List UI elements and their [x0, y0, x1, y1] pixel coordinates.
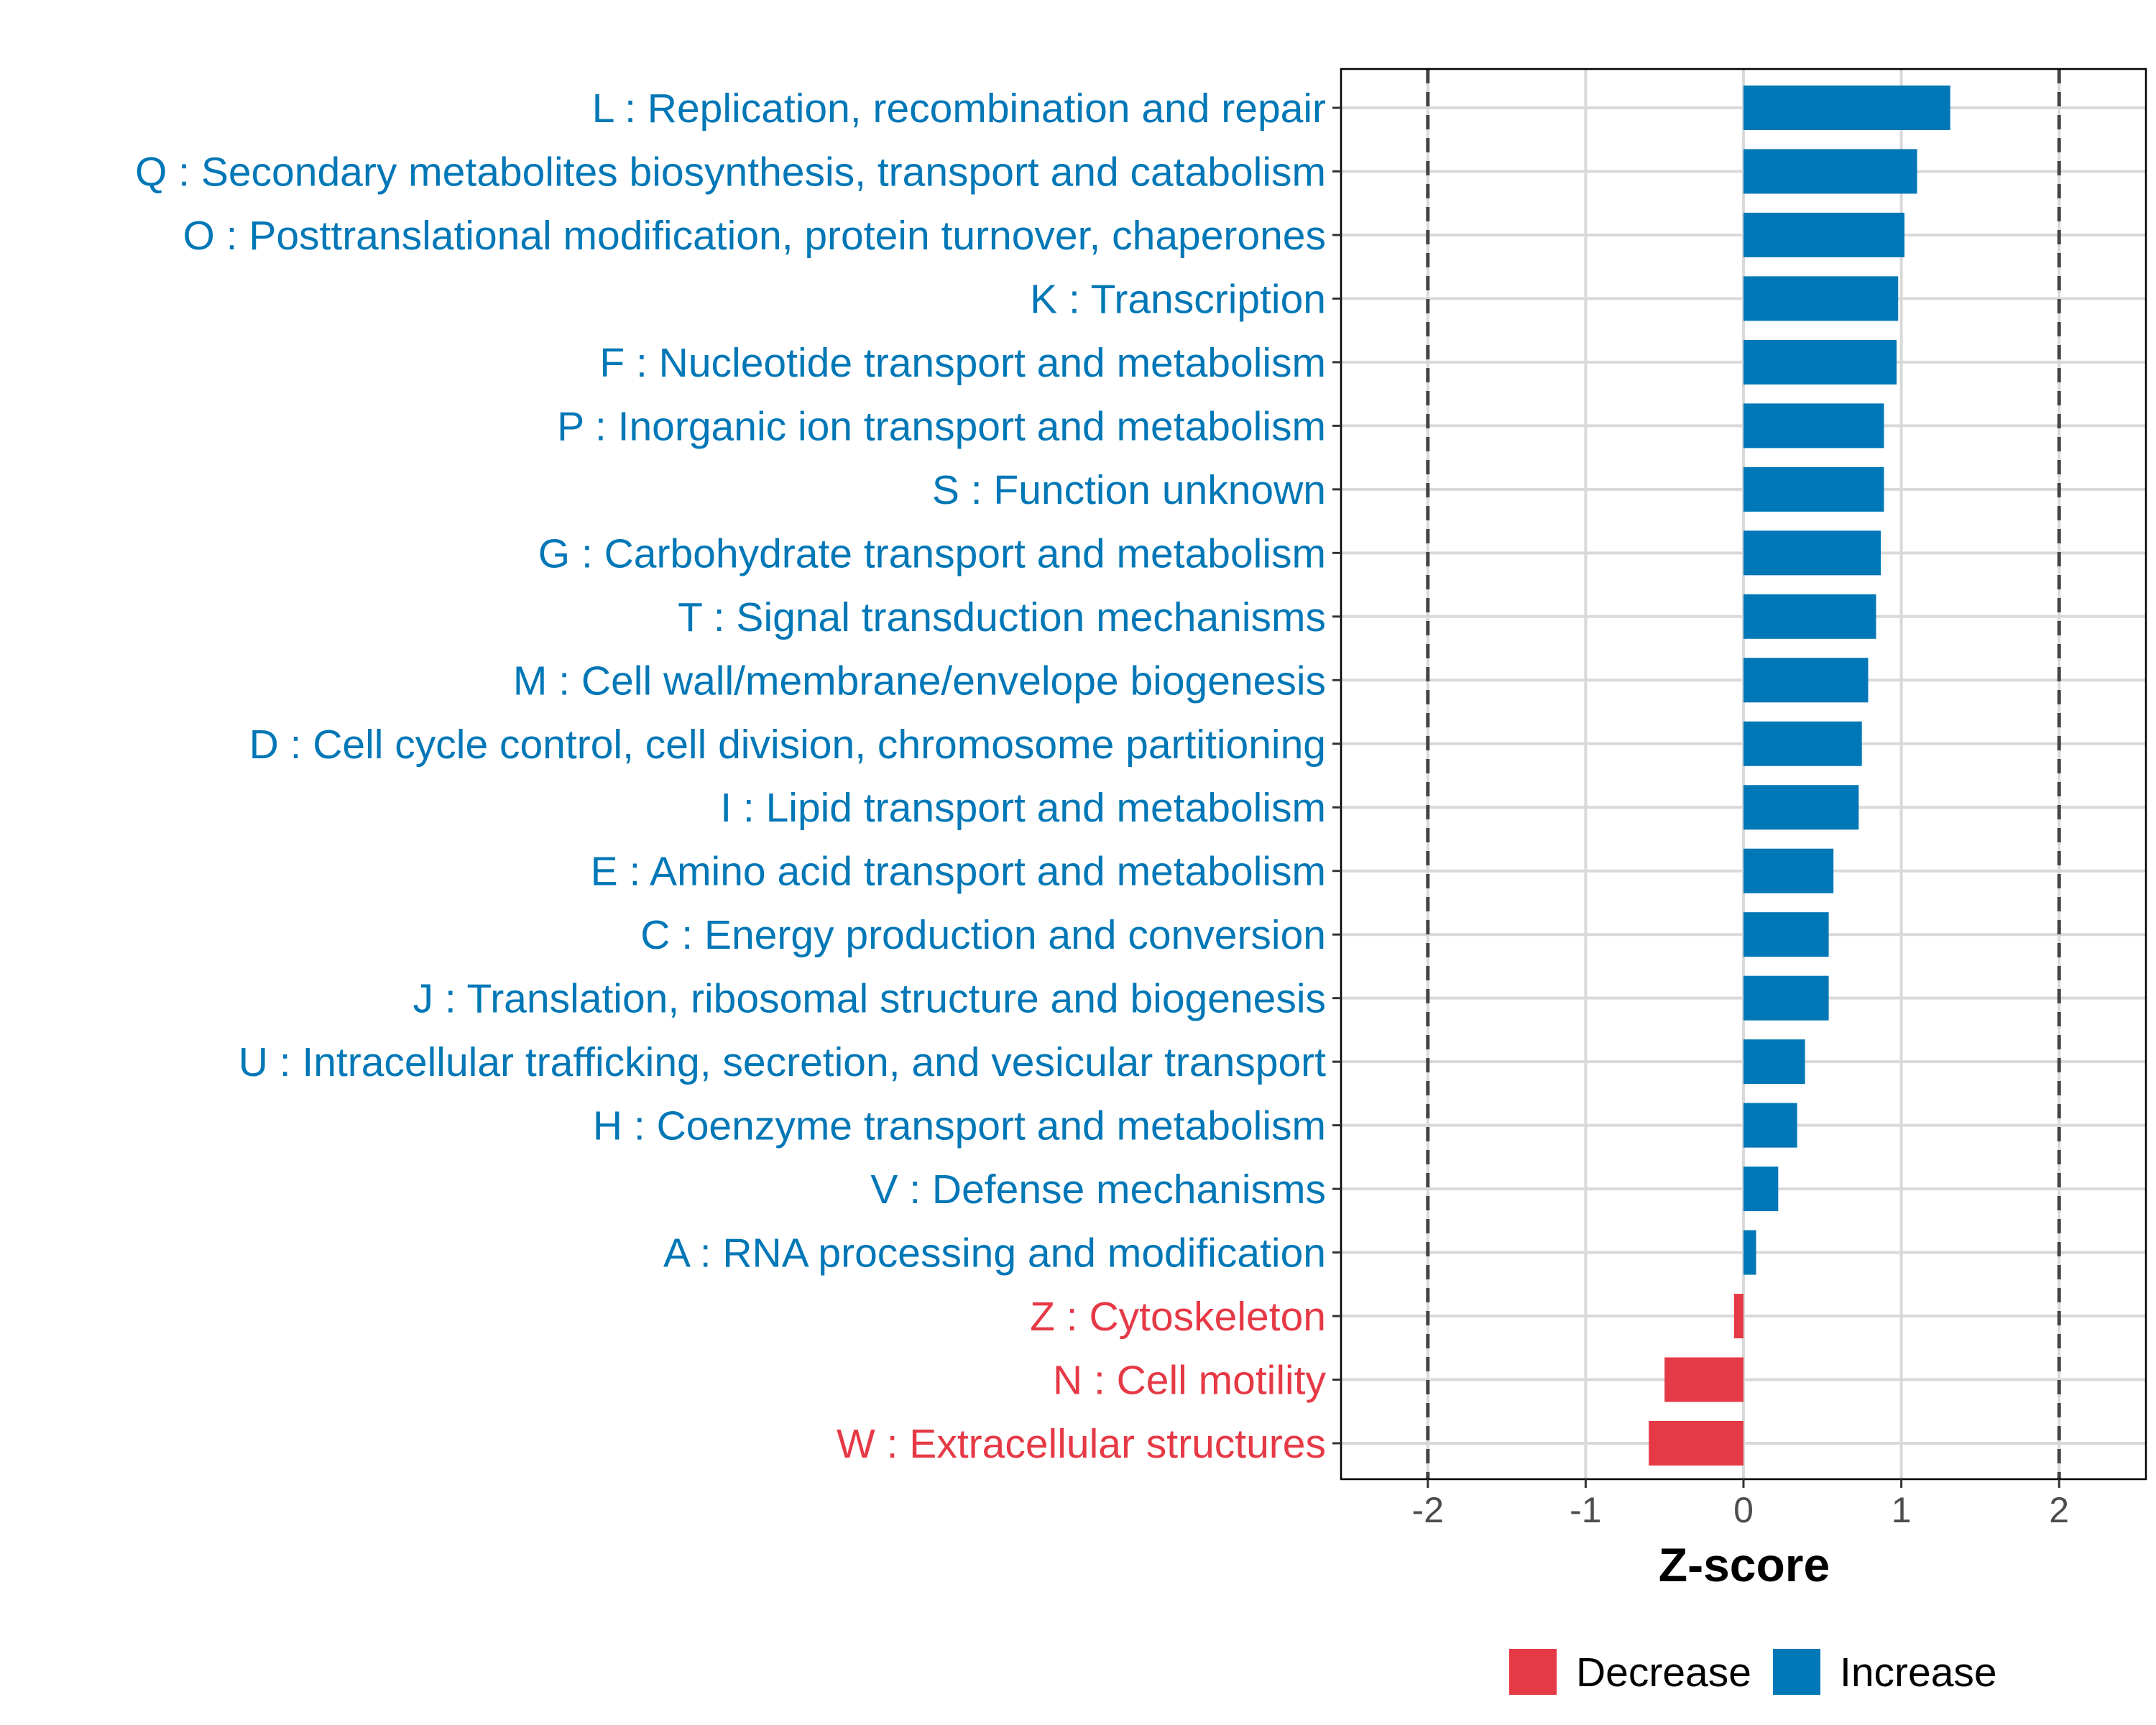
bar [1743, 149, 1917, 194]
y-tick-label: L : Replication, recombination and repai… [592, 86, 1326, 132]
bar [1664, 1357, 1743, 1402]
x-tick-label: -1 [1570, 1490, 1601, 1530]
y-tick-label: U : Intracellular trafficking, secretion… [239, 1039, 1326, 1085]
bar [1743, 276, 1899, 321]
y-axis-labels: L : Replication, recombination and repai… [135, 86, 1341, 1467]
x-tick-label: 1 [1892, 1490, 1912, 1530]
bar [1743, 466, 1884, 512]
y-tick-label: D : Cell cycle control, cell division, c… [249, 722, 1326, 768]
x-tick-label: -2 [1412, 1490, 1444, 1530]
bar [1743, 785, 1859, 830]
y-tick-label: T : Signal transduction mechanisms [678, 594, 1326, 640]
y-tick-label: K : Transcription [1030, 276, 1326, 322]
bar [1743, 339, 1897, 385]
bar [1743, 403, 1884, 448]
bar [1743, 530, 1881, 576]
x-axis-title: Z-score [1659, 1538, 1830, 1591]
bar [1743, 86, 1950, 130]
legend-label: Increase [1840, 1650, 1997, 1696]
y-tick-label: Z : Cytoskeleton [1030, 1294, 1326, 1340]
y-tick-label: N : Cell motility [1053, 1358, 1327, 1404]
bar [1743, 1230, 1756, 1275]
y-tick-label: G : Carbohydrate transport and metabolis… [538, 530, 1326, 576]
x-tick-label: 0 [1733, 1490, 1754, 1530]
y-tick-label: V : Defense mechanisms [870, 1167, 1326, 1213]
reference-lines [1426, 69, 2061, 1479]
legend: Decrease Increase [1509, 1649, 1997, 1696]
bar [1743, 975, 1829, 1021]
y-tick-label: W : Extracellular structures [837, 1421, 1326, 1467]
y-tick-label: F : Nucleotide transport and metabolism [599, 340, 1326, 386]
bar [1743, 912, 1829, 957]
y-tick-label: J : Translation, ribosomal structure and… [413, 976, 1326, 1022]
bar [1743, 658, 1869, 703]
legend-label: Decrease [1576, 1650, 1751, 1696]
bar [1743, 1103, 1797, 1148]
y-tick-label: C : Energy production and conversion [640, 912, 1326, 958]
y-tick-label: A : RNA processing and modification [663, 1230, 1326, 1276]
x-tick-label: 2 [2049, 1490, 2069, 1530]
bar [1743, 1039, 1805, 1085]
y-tick-label: O : Posttranslational modification, prot… [183, 213, 1326, 259]
y-tick-label: S : Function unknown [932, 467, 1326, 513]
y-tick-label: P : Inorganic ion transport and metaboli… [557, 403, 1326, 449]
y-tick-label: H : Coenzyme transport and metabolism [593, 1103, 1326, 1149]
y-tick-label: I : Lipid transport and metabolism [720, 785, 1326, 831]
y-tick-label: Q : Secondary metabolites biosynthesis, … [135, 149, 1326, 195]
bar [1743, 848, 1834, 893]
bar [1649, 1421, 1743, 1466]
bars [1649, 86, 1950, 1466]
y-tick-label: E : Amino acid transport and metabolism [591, 849, 1326, 895]
bar [1743, 721, 1862, 766]
y-tick-label: M : Cell wall/membrane/envelope biogenes… [513, 658, 1326, 704]
bar [1743, 212, 1904, 257]
bar [1743, 1167, 1779, 1212]
legend-key-decrease [1509, 1649, 1557, 1695]
bar [1733, 1294, 1743, 1339]
legend-key-increase [1773, 1649, 1820, 1695]
bar [1743, 594, 1876, 639]
x-axis-ticks: -2 -1 0 1 2 [1412, 1479, 2069, 1530]
